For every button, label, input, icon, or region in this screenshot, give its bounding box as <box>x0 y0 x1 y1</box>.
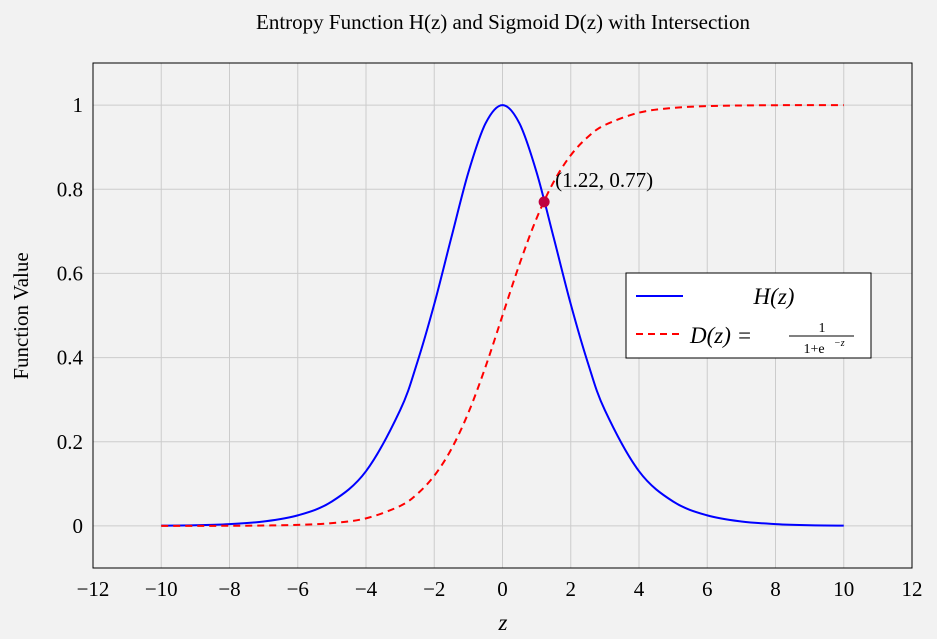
x-tick-label: 10 <box>833 577 854 601</box>
x-tick-label: 2 <box>566 577 577 601</box>
x-tick-label: 4 <box>634 577 645 601</box>
x-tick-label: 0 <box>497 577 508 601</box>
y-tick-label: 1 <box>73 93 84 117</box>
legend-label-d: D(z) = <box>689 323 752 348</box>
legend: H(z) D(z) = 1 1+e −z <box>625 272 872 359</box>
series-line-h <box>161 104 844 527</box>
legend-label-h: H(z) <box>753 284 795 309</box>
tick-labels: −12 −10 −8 −6 −4 −2 0 2 4 6 8 10 12 0 0.2 0.4 0.6 0.8 1 <box>57 93 923 601</box>
x-tick-label: −2 <box>423 577 445 601</box>
y-tick-label: 0.8 <box>57 177 83 201</box>
plot-frame <box>92 62 913 569</box>
y-tick-label: 0.4 <box>57 346 84 370</box>
x-tick-label: −12 <box>77 577 110 601</box>
x-tick-label: 12 <box>902 577 923 601</box>
x-axis-label: z <box>498 610 508 635</box>
x-tick-label: 6 <box>702 577 713 601</box>
y-tick-label: 0.2 <box>57 430 83 454</box>
x-tick-label: 8 <box>770 577 781 601</box>
legend-box <box>625 272 872 359</box>
chart-title: Entropy Function H(z) and Sigmoid D(z) w… <box>256 10 750 34</box>
series-line-d <box>161 104 844 527</box>
y-axis-label: Function Value <box>9 252 33 379</box>
legend-frac-num: 1 <box>819 321 826 336</box>
legend-frac-den: 1+e <box>803 342 824 357</box>
intersection-point <box>538 196 550 208</box>
intersection-label: (1.22, 0.77) <box>555 168 653 192</box>
x-tick-label: −6 <box>287 577 309 601</box>
y-tick-label: 0 <box>73 514 84 538</box>
series-layer <box>161 104 844 527</box>
x-tick-label: −4 <box>355 577 378 601</box>
y-tick-label: 0.6 <box>57 261 83 285</box>
annotation-layer: (1.22, 0.77) <box>538 168 653 208</box>
x-tick-label: −8 <box>218 577 240 601</box>
x-tick-label: −10 <box>145 577 178 601</box>
legend-frac-den-exp: −z <box>834 338 845 349</box>
